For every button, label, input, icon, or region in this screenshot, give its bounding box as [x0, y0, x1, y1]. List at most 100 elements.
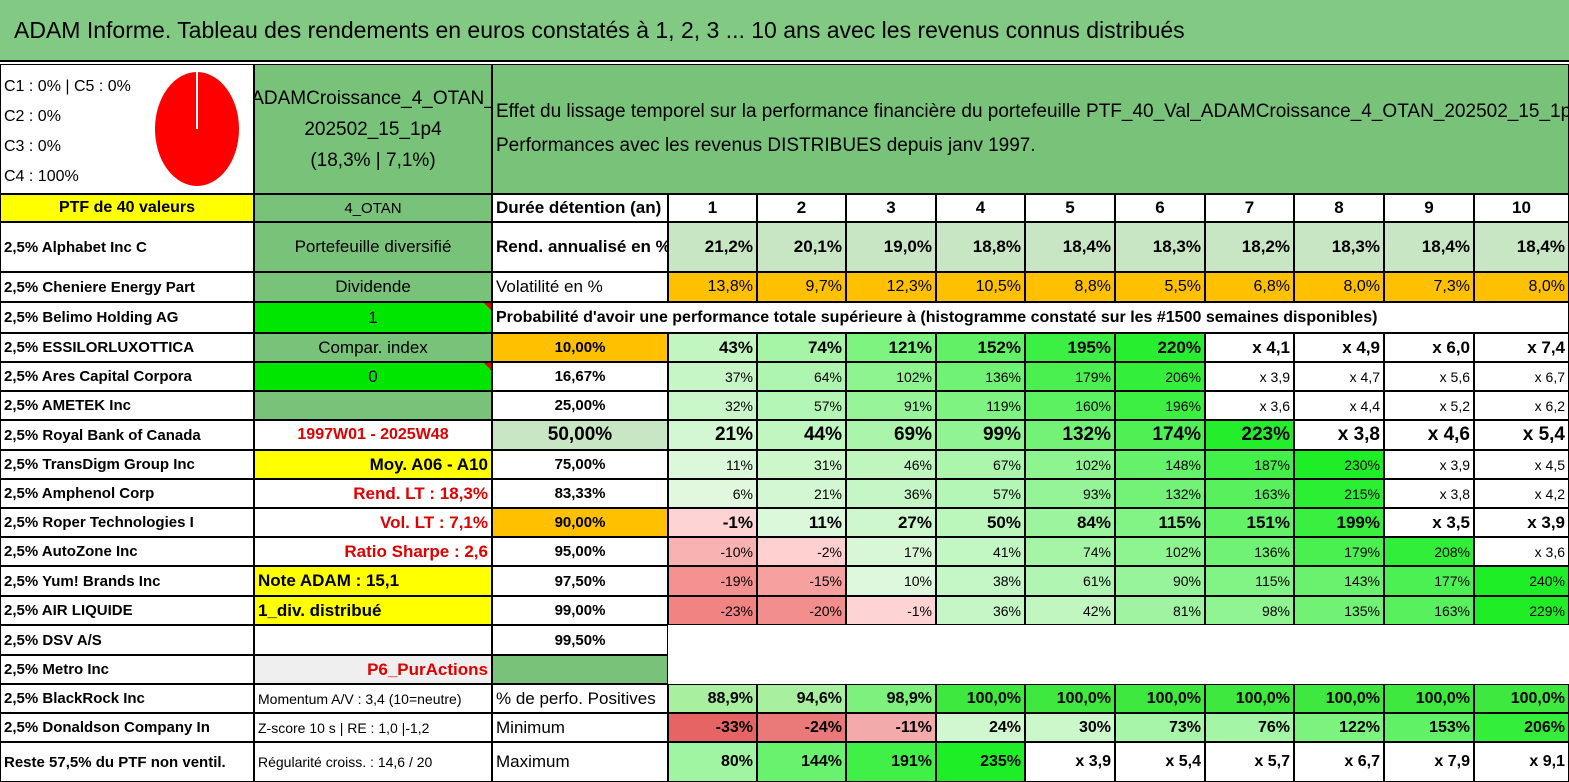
summary-value: 100,0%	[1384, 684, 1474, 713]
rend-label: Rend. annualisé en %	[492, 222, 668, 272]
prob-value: x 4,1	[1205, 333, 1294, 362]
prob-value: 36%	[936, 596, 1025, 625]
holding-row: 2,5% TransDigm Group Inc	[0, 450, 254, 479]
prob-value: 115%	[1205, 566, 1294, 596]
holding-row: 2,5% Royal Bank of Canada	[0, 420, 254, 450]
summary-value: 30%	[1025, 713, 1115, 742]
legend-c1-c5: C1 : 0% | C5 : 0%	[4, 78, 131, 95]
prob-value: 143%	[1294, 566, 1384, 596]
prob-value: 208%	[1384, 537, 1474, 566]
prob-level: 99,50%	[492, 625, 668, 655]
prob-value: 37%	[668, 362, 757, 391]
prob-value: x 3,6	[1474, 537, 1569, 566]
prob-level: 75,00%	[492, 450, 668, 479]
vol-value: 6,8%	[1205, 272, 1294, 302]
holding-row: 2,5% Roper Technologies I	[0, 508, 254, 537]
summary-value: 100,0%	[1025, 684, 1115, 713]
info-cell: Compar. index	[254, 333, 492, 362]
prob-value: x 3,9	[1474, 508, 1569, 537]
prob-value: 132%	[1025, 420, 1115, 450]
prob-value: 6%	[668, 479, 757, 508]
info-cell: 1	[254, 302, 492, 333]
prob-value: x 4,4	[1294, 391, 1384, 420]
prob-value: 160%	[1025, 391, 1115, 420]
prob-value: 91%	[846, 391, 936, 420]
prob-value: x 4,6	[1384, 420, 1474, 450]
report-title: ADAM Informe. Tableau des rendements en …	[0, 0, 1569, 62]
info-cell: Moy. A06 - A10	[254, 450, 492, 479]
summary-label: % de perfo. Positives	[492, 684, 668, 713]
rend-value: 18,2%	[1205, 222, 1294, 272]
prob-value: x 3,8	[1294, 420, 1384, 450]
prob-value: 115%	[1115, 508, 1205, 537]
summary-value: 80%	[668, 742, 757, 782]
prob-value: 84%	[1025, 508, 1115, 537]
year-header: 8	[1294, 194, 1384, 222]
vol-value: 5,5%	[1115, 272, 1205, 302]
summary-value: x 9,1	[1474, 742, 1569, 782]
summary-label: Minimum	[492, 713, 668, 742]
holding-row: Reste 57,5% du PTF non ventil.	[0, 742, 254, 782]
duration-label: Durée détention (an)	[492, 194, 668, 222]
legend-c2: C2 : 0%	[4, 108, 61, 125]
prob-value: 38%	[936, 566, 1025, 596]
prob-value: 43%	[668, 333, 757, 362]
prob-value: x 5,4	[1474, 420, 1569, 450]
prob-level: 16,67%	[492, 362, 668, 391]
prob-value: x 4,9	[1294, 333, 1384, 362]
blank-area	[668, 625, 1569, 655]
prob-value: 61%	[1025, 566, 1115, 596]
year-header: 3	[846, 194, 936, 222]
rend-value: 18,8%	[936, 222, 1025, 272]
prob-value: 32%	[668, 391, 757, 420]
vol-value: 8,0%	[1294, 272, 1384, 302]
summary-value: 88,9%	[668, 684, 757, 713]
holding-row: 2,5% DSV A/S	[0, 625, 254, 655]
prob-value: 42%	[1025, 596, 1115, 625]
prob-value: -1%	[668, 508, 757, 537]
prob-value: 74%	[757, 333, 846, 362]
prob-value: 223%	[1205, 420, 1294, 450]
prob-level: 99,00%	[492, 596, 668, 625]
holding-row: 2,5% Donaldson Company In	[0, 713, 254, 742]
summary-value: 122%	[1294, 713, 1384, 742]
info-cell: Note ADAM : 15,1	[254, 566, 492, 596]
prob-value: 67%	[936, 450, 1025, 479]
prob-value: 74%	[1025, 537, 1115, 566]
prob-value: 195%	[1025, 333, 1115, 362]
prob-value: 44%	[757, 420, 846, 450]
prob-value: 98%	[1205, 596, 1294, 625]
prob-value: 187%	[1205, 450, 1294, 479]
rend-value: 21,2%	[668, 222, 757, 272]
year-header: 6	[1115, 194, 1205, 222]
prob-value: 196%	[1115, 391, 1205, 420]
prob-value: 215%	[1294, 479, 1384, 508]
portfolio-name-line1: ADAMCroissance_4_OTAN_	[254, 87, 492, 109]
prob-value: 199%	[1294, 508, 1384, 537]
prob-value: x 3,6	[1205, 391, 1294, 420]
prob-value: -2%	[757, 537, 846, 566]
prob-value: 36%	[846, 479, 936, 508]
prob-value: x 4,2	[1474, 479, 1569, 508]
prob-value: 102%	[1115, 537, 1205, 566]
prob-level: 90,00%	[492, 508, 668, 537]
holding-row: 2,5% Alphabet Inc C	[0, 222, 254, 272]
prob-value: 90%	[1115, 566, 1205, 596]
prob-value: 136%	[936, 362, 1025, 391]
prob-value: x 7,4	[1474, 333, 1569, 362]
prob-value: 152%	[936, 333, 1025, 362]
prob-level: 95,00%	[492, 537, 668, 566]
summary-value: 144%	[757, 742, 846, 782]
rend-value: 18,3%	[1115, 222, 1205, 272]
rend-value: 18,4%	[1025, 222, 1115, 272]
info-cell: Rend. LT : 18,3%	[254, 479, 492, 508]
legend-c3: C3 : 0%	[4, 138, 61, 155]
description-panel: Effet du lissage temporel sur la perform…	[492, 64, 1569, 194]
vol-value: 10,5%	[936, 272, 1025, 302]
holding-row: 2,5% Metro Inc	[0, 655, 254, 684]
summary-value: x 5,7	[1205, 742, 1294, 782]
holding-row: 2,5% AIR LIQUIDE	[0, 596, 254, 625]
summary-value: 100,0%	[1115, 684, 1205, 713]
holding-row: 2,5% AutoZone Inc	[0, 537, 254, 566]
vol-value: 8,0%	[1474, 272, 1569, 302]
